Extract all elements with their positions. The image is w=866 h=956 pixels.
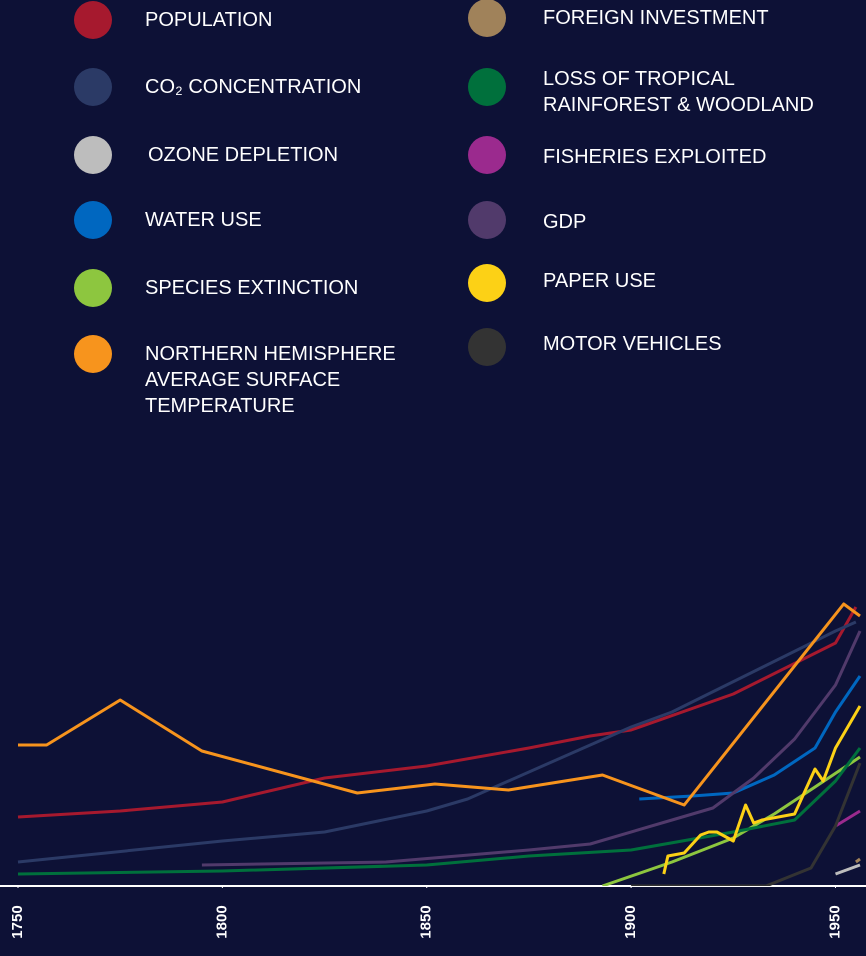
series-line [855, 857, 861, 864]
legend-label: FOREIGN INVESTMENT [543, 7, 769, 29]
series-line [834, 809, 861, 828]
legend-swatch [468, 328, 506, 366]
legend-label: FISHERIES EXPLOITED [543, 146, 767, 168]
series-line [631, 762, 862, 886]
x-tick-label: 1950 [826, 905, 843, 938]
legend-label: NORTHERN HEMISPHERE AVERAGE SURFACE TEMP… [145, 343, 396, 417]
x-tick-label: 1850 [418, 905, 435, 938]
legend-label: POPULATION [145, 9, 273, 31]
series-line [17, 747, 862, 876]
x-tick-label: 1800 [213, 905, 230, 938]
legend-swatch [468, 264, 506, 302]
legend-label: PAPER USE [543, 270, 656, 292]
legend-label: CO₂ CONCENTRATION [145, 76, 362, 98]
series-line [17, 620, 857, 864]
series-line [17, 606, 858, 819]
legend-label: OZONE DEPLETION [148, 144, 339, 166]
legend-label: LOSS OF TROPICAL RAINFOREST & WOODLAND [543, 68, 814, 116]
legend-swatch [74, 201, 112, 239]
legend-label: WATER USE [145, 209, 262, 231]
series-line [201, 630, 862, 867]
x-tick-label: 1900 [622, 905, 639, 938]
legend-label: GDP [543, 211, 587, 233]
series-line [662, 705, 862, 875]
legend-swatch [74, 1, 112, 39]
legend-label: SPECIES EXTINCTION [145, 277, 359, 299]
legend-swatch [74, 335, 112, 373]
legend-swatch [468, 68, 506, 106]
legend-swatch [74, 68, 112, 106]
legend-label: MOTOR VEHICLES [543, 333, 722, 355]
plot [17, 602, 862, 886]
legend-swatch [468, 136, 506, 174]
legend-swatch [468, 201, 506, 239]
legend-swatch [74, 136, 112, 174]
legend-swatch [74, 269, 112, 307]
series-line [834, 863, 861, 876]
x-tick-label: 1750 [9, 905, 26, 938]
series-line [18, 602, 861, 807]
legend-swatch [468, 0, 506, 37]
